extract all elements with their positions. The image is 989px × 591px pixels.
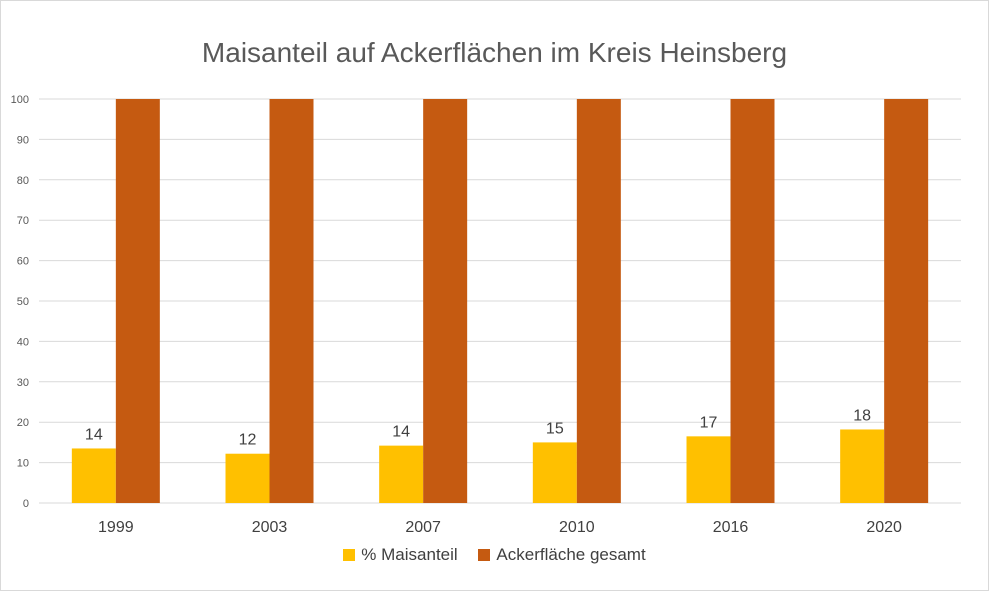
x-tick-label: 2007 (405, 519, 441, 536)
data-label: 12 (239, 432, 257, 449)
data-label: 14 (392, 424, 410, 441)
data-label: 17 (700, 414, 718, 431)
y-tick-label: 70 (17, 215, 29, 227)
x-tick-label: 1999 (98, 519, 134, 536)
bar-ackerflaeche (730, 99, 775, 503)
x-tick-label: 2003 (252, 519, 288, 536)
chart-title: Maisanteil auf Ackerflächen im Kreis Hei… (201, 37, 788, 68)
y-tick-label: 20 (17, 417, 29, 429)
x-tick-label: 2020 (866, 519, 902, 536)
bar-maisanteil (532, 442, 577, 503)
y-tick-label: 30 (17, 377, 29, 389)
y-tick-label: 10 (17, 458, 29, 470)
y-tick-label: 0 (23, 498, 29, 510)
y-tick-label: 80 (17, 175, 29, 187)
bar-ackerflaeche (423, 99, 468, 503)
bar-ackerflaeche (884, 99, 929, 503)
y-tick-label: 50 (17, 296, 29, 308)
bar-maisanteil (225, 453, 270, 503)
data-label: 18 (853, 407, 871, 424)
legend-item-ackerflaeche: Ackerfläche gesamt (478, 545, 646, 565)
y-tick-label: 100 (11, 94, 29, 106)
x-tick-label: 2016 (713, 519, 749, 536)
bar-maisanteil (379, 445, 424, 503)
y-tick-label: 40 (17, 336, 29, 348)
legend-swatch-ackerflaeche (478, 549, 491, 561)
data-label: 14 (85, 426, 103, 443)
bar-ackerflaeche (115, 99, 160, 503)
x-tick-label: 2010 (559, 519, 595, 536)
bar-maisanteil (840, 429, 885, 503)
chart-legend: % Maisanteil Ackerfläche gesamt (1, 545, 988, 566)
legend-swatch-maisanteil (343, 549, 356, 561)
legend-label-ackerflaeche: Ackerfläche gesamt (496, 545, 646, 564)
y-tick-label: 60 (17, 256, 29, 268)
bar-maisanteil (686, 436, 731, 503)
bar-maisanteil (71, 448, 116, 503)
legend-item-maisanteil: % Maisanteil (343, 545, 458, 565)
bar-ackerflaeche (576, 99, 621, 503)
legend-label-maisanteil: % Maisanteil (361, 545, 458, 564)
y-tick-label: 90 (17, 134, 29, 146)
bar-ackerflaeche (269, 99, 314, 503)
data-label: 15 (546, 420, 564, 437)
